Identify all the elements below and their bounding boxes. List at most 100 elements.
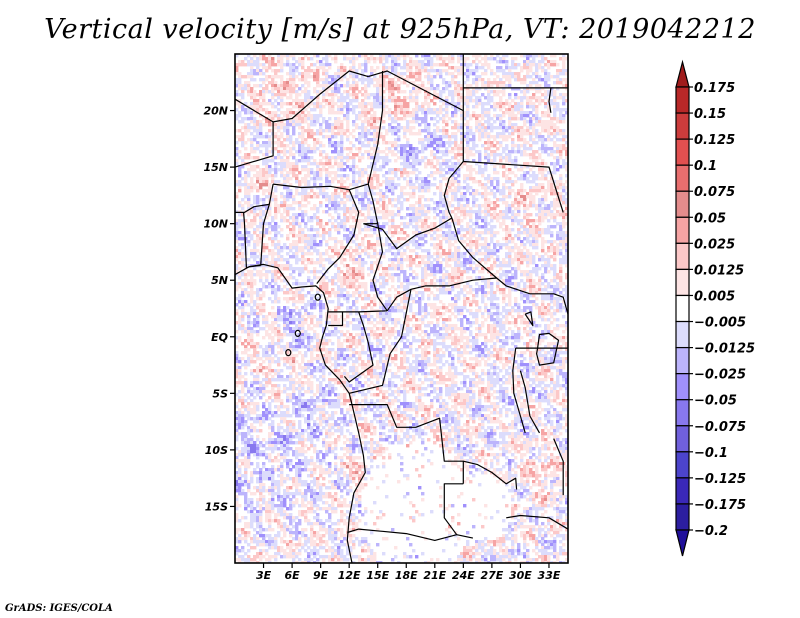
colorbar-swatch bbox=[675, 399, 690, 427]
colorbar-label: −0.025 bbox=[694, 368, 746, 383]
colorbar-swatch bbox=[675, 190, 690, 218]
border-line bbox=[243, 212, 247, 268]
border-line bbox=[536, 332, 560, 366]
colorbar-label: 0.075 bbox=[694, 185, 735, 200]
border-line bbox=[463, 460, 518, 490]
island-outline bbox=[285, 349, 292, 357]
lon-tick-label: 15E bbox=[366, 569, 389, 582]
border-line bbox=[343, 311, 374, 383]
lat-tick-label: 20N bbox=[203, 105, 228, 118]
lon-tick-label: 21E bbox=[423, 569, 446, 582]
lat-tick-label: 10S bbox=[205, 444, 228, 457]
lon-tick-label: 33E bbox=[538, 569, 561, 582]
border-line bbox=[235, 263, 366, 563]
border-line bbox=[363, 183, 379, 225]
border-line bbox=[451, 217, 497, 279]
colorbar-label: −0.0125 bbox=[694, 342, 755, 357]
border-line bbox=[463, 160, 564, 213]
island-outline bbox=[314, 293, 321, 301]
colorbar-swatch bbox=[675, 242, 690, 271]
border-line bbox=[529, 293, 568, 315]
lon-tick-label: 18E bbox=[395, 569, 418, 582]
colorbar-swatch bbox=[675, 320, 690, 349]
grads-credit: GrADS: IGES/COLA bbox=[5, 603, 113, 614]
lon-tick-label: 3E bbox=[256, 569, 272, 582]
colorbar-label: −0.2 bbox=[694, 524, 728, 539]
colorbar-swatch bbox=[675, 86, 690, 114]
border-line bbox=[260, 183, 274, 266]
colorbar-bottom-arrow bbox=[675, 529, 690, 557]
colorbar: 0.175 0.15 0.125 0.1 0.075 0.05 0.025 0.0125 0.0… bbox=[675, 59, 755, 557]
colorbar-label: −0.075 bbox=[694, 420, 746, 435]
border-line bbox=[364, 71, 384, 186]
colorbar-swatch bbox=[675, 503, 690, 531]
border-line bbox=[512, 348, 526, 434]
border-line bbox=[349, 289, 412, 394]
colorbar-swatch bbox=[675, 216, 690, 244]
colorbar-swatch bbox=[675, 451, 690, 479]
colorbar-swatch bbox=[675, 294, 690, 323]
lat-tick-label: 10N bbox=[203, 218, 228, 231]
colorbar-swatch bbox=[675, 425, 690, 453]
lat-tick-label: 15N bbox=[203, 161, 228, 174]
colorbar-label: 0.0125 bbox=[694, 263, 744, 278]
colorbar-label: −0.05 bbox=[694, 394, 737, 409]
colorbar-label: 0.15 bbox=[694, 107, 726, 122]
border-line bbox=[519, 370, 541, 434]
lat-tick-label: 5S bbox=[212, 387, 228, 400]
lat-tick-label: 5N bbox=[211, 274, 228, 287]
border-line bbox=[443, 161, 464, 219]
country-borders bbox=[235, 54, 568, 563]
colorbar-top-arrow bbox=[675, 59, 690, 88]
colorbar-swatch bbox=[675, 373, 690, 401]
border-line bbox=[328, 311, 344, 327]
lon-tick-label: 24E bbox=[452, 569, 475, 582]
border-line bbox=[349, 404, 464, 484]
colorbar-label: 0.125 bbox=[694, 133, 735, 148]
border-line bbox=[273, 183, 365, 191]
lat-tick-label: EQ bbox=[211, 331, 228, 344]
colorbar-swatch bbox=[675, 268, 690, 297]
colorbar-label: 0.025 bbox=[694, 237, 735, 252]
border-line bbox=[372, 223, 388, 312]
velocity-field bbox=[235, 54, 568, 563]
island-outline bbox=[294, 329, 301, 337]
border-line bbox=[368, 70, 464, 162]
colorbar-label: 0.175 bbox=[694, 81, 735, 96]
border-line bbox=[316, 189, 360, 284]
map-frame bbox=[234, 53, 569, 564]
colorbar-label: 0.005 bbox=[694, 289, 735, 304]
border-line bbox=[347, 528, 474, 541]
colorbar-swatch bbox=[675, 112, 690, 140]
colorbar-label: 0.05 bbox=[694, 211, 726, 226]
lon-tick-label: 30E bbox=[509, 569, 532, 582]
colorbar-label: −0.1 bbox=[694, 446, 728, 461]
border-line bbox=[235, 203, 270, 213]
colorbar-swatch bbox=[675, 138, 690, 166]
border-line bbox=[524, 311, 534, 327]
lon-tick-label: 12E bbox=[338, 569, 361, 582]
lon-tick-label: 27E bbox=[480, 569, 503, 582]
colorbar-swatch bbox=[675, 477, 690, 505]
lon-tick-label: 6E bbox=[284, 569, 300, 582]
colorbar-swatch bbox=[675, 164, 690, 192]
colorbar-label: −0.125 bbox=[694, 472, 746, 487]
lon-axis: 3E 6E 9E 12E 15E 18E 21E 24E 27E 30E 33E bbox=[256, 563, 561, 582]
border-line bbox=[506, 514, 568, 530]
border-line bbox=[363, 217, 453, 250]
border-line bbox=[548, 87, 552, 113]
colorbar-label: −0.005 bbox=[694, 316, 746, 331]
chart-title: Vertical velocity [m/s] at 925hPa, VT: 2… bbox=[44, 14, 756, 45]
border-line bbox=[553, 438, 564, 496]
colorbar-label: −0.175 bbox=[694, 498, 746, 513]
lon-tick-label: 9E bbox=[313, 569, 329, 582]
lat-axis: 20N 15N 10N 5N EQ 5S 10S 15S bbox=[203, 105, 235, 513]
border-line bbox=[235, 70, 369, 123]
colorbar-swatch bbox=[675, 346, 690, 375]
border-line bbox=[235, 121, 274, 168]
colorbar-label: 0.1 bbox=[694, 159, 717, 174]
border-line bbox=[443, 483, 464, 536]
border-line bbox=[386, 277, 531, 312]
lat-tick-label: 15S bbox=[205, 500, 228, 513]
